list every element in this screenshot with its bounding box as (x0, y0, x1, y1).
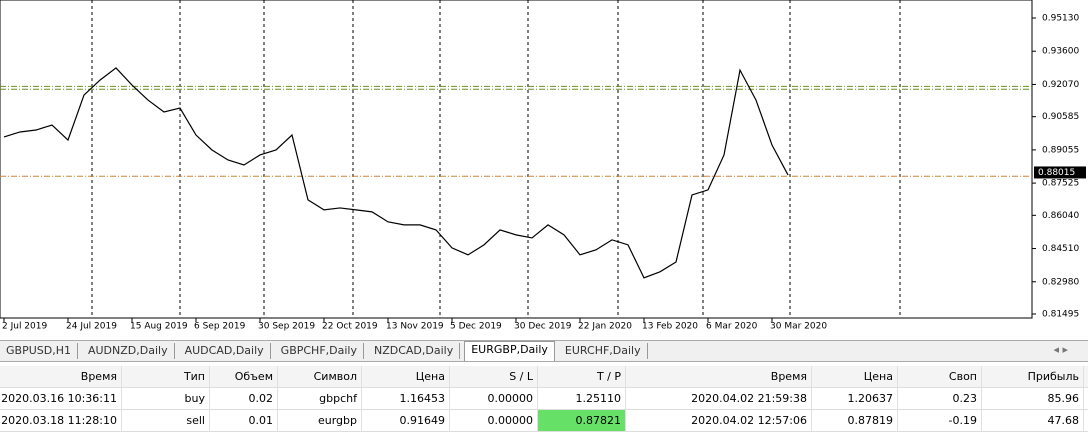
chart-tab[interactable]: NZDCAD,Daily (368, 343, 461, 359)
chart: 0.95130 0.93600 0.92070 0.90585 0.89055 0.875… (0, 0, 1086, 332)
table-cell: 0.01 (210, 410, 278, 431)
table-cell: 1.20637 (812, 388, 898, 409)
column-header: T / P (538, 366, 626, 387)
y-tick-label: 0.82980 (1042, 277, 1079, 287)
x-tick-label: 30 Mar 2020 (770, 322, 827, 332)
column-header: Тип (122, 366, 210, 387)
column-header: S / L (450, 366, 538, 387)
x-tick-label: 13 Nov 2019 (386, 322, 444, 332)
scroll-arrows[interactable]: ◂ ▸ (1053, 343, 1068, 356)
column-header: Время (0, 366, 122, 387)
x-tick-label: 24 Jul 2019 (66, 322, 117, 332)
y-tick-label: 0.90585 (1042, 112, 1079, 122)
column-header: Цена (812, 366, 898, 387)
x-tick-label: 30 Dec 2019 (514, 322, 572, 332)
x-tick-label: 30 Sep 2019 (258, 322, 315, 332)
chart-tab[interactable]: AUDNZD,Daily (82, 343, 175, 359)
column-header: Цена (362, 366, 450, 387)
table-cell: 0.23 (898, 388, 982, 409)
tab-bar: ◂ ▸ GBPUSD,H1 AUDNZD,Daily AUDCAD,Daily GBP… (0, 340, 1088, 362)
x-tick-label: 13 Feb 2020 (642, 322, 698, 332)
table-row: 2020.03.18 11:28:10 sell 0.01 eurgbp 0.91649… (0, 410, 1088, 432)
y-tick-label: 0.89055 (1042, 145, 1079, 155)
table-row: 2020.03.16 10:36:11 buy 0.02 gbpchf 1.16453 0… (0, 388, 1088, 410)
x-tick-label: 22 Jan 2020 (578, 322, 632, 332)
y-tick-label: 0.81495 (1042, 310, 1079, 320)
x-tick-label: 2 Jul 2019 (2, 322, 47, 332)
table-cell: 85.96 (982, 388, 1084, 409)
table-cell: -0.19 (898, 410, 982, 431)
x-tick-label: 22 Oct 2019 (322, 322, 378, 332)
last-price-label: 0.88015 (1038, 168, 1075, 178)
table-cell: buy (122, 388, 210, 409)
table-cell: gbpchf (278, 388, 362, 409)
chart-tab[interactable]: GBPCHF,Daily (275, 343, 364, 359)
table-cell: 0.00000 (450, 410, 538, 431)
y-tick-label: 0.87525 (1042, 179, 1079, 189)
table-cell: sell (122, 410, 210, 431)
table-cell: 1.16453 (362, 388, 450, 409)
y-tick-label: 0.95130 (1042, 14, 1079, 24)
table-cell: 0.87821 (538, 410, 626, 431)
x-tick-label: 15 Aug 2019 (130, 322, 188, 332)
table-cell: 47.68 (982, 410, 1084, 431)
last-price-box (1034, 166, 1086, 179)
column-header: Объем (210, 366, 278, 387)
table-cell: 2020.04.02 21:59:38 (626, 388, 812, 409)
table-cell: 0.02 (210, 388, 278, 409)
table-cell: 1.25110 (538, 388, 626, 409)
y-tick-label: 0.86040 (1042, 211, 1079, 221)
column-header: Символ (278, 366, 362, 387)
chart-tab[interactable]: GBPUSD,H1 (0, 343, 78, 359)
table-cell: 2020.03.18 11:28:10 (0, 410, 122, 431)
table-cell: 2020.03.16 10:36:11 (0, 388, 122, 409)
y-tick-label: 0.84510 (1042, 244, 1079, 254)
y-tick-label: 0.92070 (1042, 80, 1079, 90)
y-tick-label: 0.93600 (1042, 47, 1079, 57)
column-header: Прибыль (982, 366, 1084, 387)
x-tick-label: 6 Sep 2019 (194, 322, 246, 332)
table-cell: 0.91649 (362, 410, 450, 431)
table-cell: 0.00000 (450, 388, 538, 409)
chart-tab[interactable]: EURGBP,Daily (464, 341, 555, 361)
chart-tab[interactable]: EURCHF,Daily (559, 343, 648, 359)
table-cell: eurgbp (278, 410, 362, 431)
table-cell: 0.87819 (812, 410, 898, 431)
x-tick-label: 6 Mar 2020 (706, 322, 758, 332)
column-header: Время (626, 366, 812, 387)
plot-area (0, 0, 1033, 319)
table-cell: 2020.04.02 12:57:06 (626, 410, 812, 431)
price-line (3, 67, 789, 279)
column-header: Своп (898, 366, 982, 387)
chart-tab[interactable]: AUDCAD,Daily (179, 343, 271, 359)
x-tick-label: 5 Dec 2019 (450, 322, 502, 332)
